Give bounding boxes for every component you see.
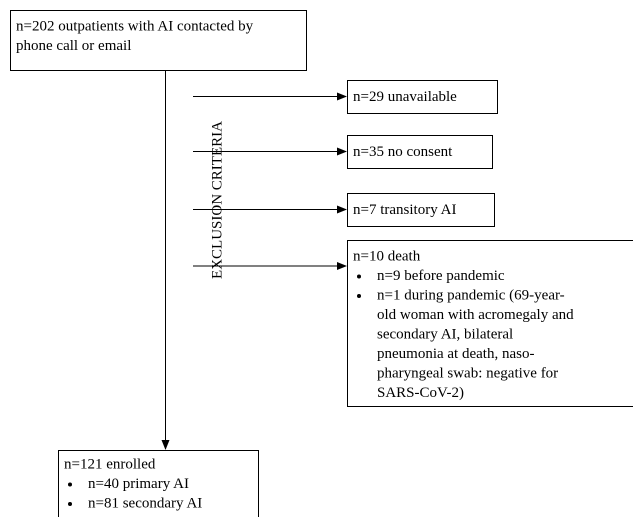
bullet-text: old woman with acromegaly and [377,307,574,323]
exclusion-text: n=10 death [353,248,421,264]
start-text: phone call or email [16,38,131,54]
exclusion-box [347,135,493,169]
exclusion-box [347,240,633,407]
start-text: n=202 outpatients with AI contacted by [16,18,254,34]
bullet-text: pharyngeal swab: negative for [377,365,558,381]
enrolled-box [58,450,259,517]
exclusion-text: n=35 no consent [353,144,453,160]
bullet-text: n=9 before pandemic [377,268,505,284]
bullet-text: n=1 during pandemic (69-year- [377,287,565,303]
enrolled-text: n=121 enrolled [64,456,156,472]
bullet-text: pneumonia at death, naso- [377,346,534,362]
exclusion-label: EXCLUSION CRITERIA [209,121,225,279]
bullet-text: n=81 secondary AI [88,495,202,511]
bullet-text: SARS-CoV-2) [377,385,464,401]
exclusion-box [347,80,498,114]
bullet-text: secondary AI, bilateral [377,326,513,342]
start-box [10,10,307,71]
exclusion-box [347,193,495,227]
bullet [68,482,72,487]
exclusion-text: n=7 transitory AI [353,202,456,218]
bullet [68,502,72,506]
bullet [357,294,361,298]
exclusion-text: n=29 unavailable [353,89,457,105]
bullet-text: n=40 primary AI [88,476,189,492]
bullet [357,274,361,279]
